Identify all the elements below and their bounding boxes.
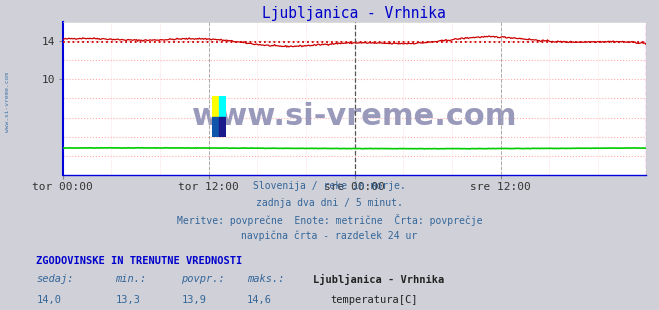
Text: temperatura[C]: temperatura[C]	[330, 295, 418, 305]
Bar	[212, 117, 219, 137]
Text: sedaj:: sedaj:	[36, 274, 74, 284]
Text: 14,6: 14,6	[247, 295, 272, 305]
Bar	[212, 96, 219, 117]
Text: www.si-vreme.com: www.si-vreme.com	[192, 102, 517, 131]
Text: Ljubljanica - Vrhnika: Ljubljanica - Vrhnika	[313, 274, 444, 285]
Text: Slovenija / reke in morje.: Slovenija / reke in morje.	[253, 181, 406, 191]
Text: Meritve: povprečne  Enote: metrične  Črta: povprečje: Meritve: povprečne Enote: metrične Črta:…	[177, 214, 482, 226]
Text: www.si-vreme.com: www.si-vreme.com	[5, 72, 10, 132]
Text: povpr.:: povpr.:	[181, 274, 225, 284]
Text: 14,0: 14,0	[36, 295, 61, 305]
Text: min.:: min.:	[115, 274, 146, 284]
Text: navpična črta - razdelek 24 ur: navpična črta - razdelek 24 ur	[241, 231, 418, 241]
Text: zadnja dva dni / 5 minut.: zadnja dva dni / 5 minut.	[256, 198, 403, 208]
Bar	[219, 117, 227, 137]
Title: Ljubljanica - Vrhnika: Ljubljanica - Vrhnika	[262, 6, 446, 20]
Text: 13,3: 13,3	[115, 295, 140, 305]
Text: 13,9: 13,9	[181, 295, 206, 305]
Text: ZGODOVINSKE IN TRENUTNE VREDNOSTI: ZGODOVINSKE IN TRENUTNE VREDNOSTI	[36, 256, 243, 266]
Text: maks.:: maks.:	[247, 274, 285, 284]
Bar	[219, 96, 227, 117]
